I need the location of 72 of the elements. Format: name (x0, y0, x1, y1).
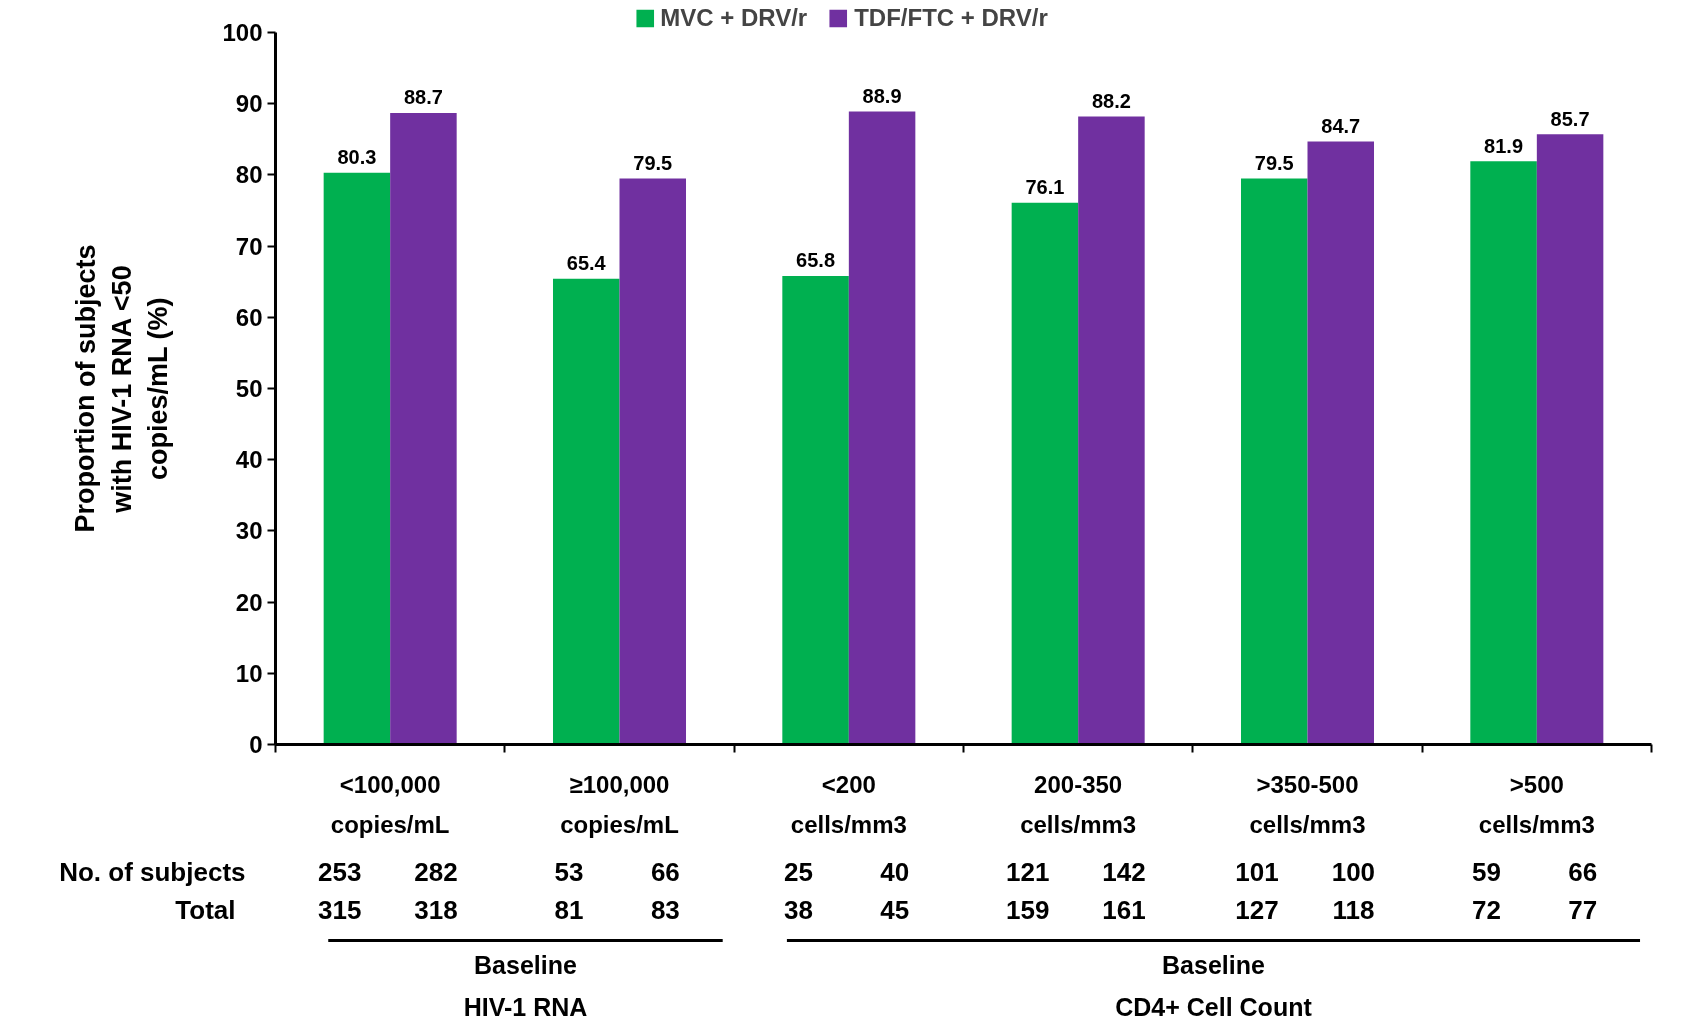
bar (1470, 161, 1537, 745)
x-tick-label: ≥100,000 copies/mL (560, 770, 679, 839)
bar (1078, 116, 1145, 745)
text: 161 (1102, 894, 1146, 925)
text: 253 (318, 856, 362, 887)
y-tick-label: 80 (235, 161, 263, 189)
data-label: 79.5 (633, 151, 673, 174)
text: No. of subjects (59, 856, 246, 887)
text: Baseline CD4+ Cell Count (1115, 950, 1313, 1021)
y-tick-label: 10 (235, 659, 263, 687)
text: 53 (554, 856, 584, 887)
text: 40 (880, 856, 910, 887)
text: 127 (1235, 894, 1279, 925)
data-label: 88.2 (1091, 89, 1131, 112)
bar (1240, 178, 1308, 745)
y-tick-label: 30 (235, 517, 263, 545)
text: 81 (554, 894, 584, 925)
data-label: 85.7 (1550, 107, 1590, 130)
y-tick-label: 90 (235, 90, 263, 118)
data-label: 80.3 (337, 146, 377, 169)
text: 118 (1332, 894, 1375, 925)
data-label: 81.9 (1484, 134, 1524, 157)
y-tick-label: 0 (249, 731, 263, 758)
x-tick-label: >350-500 cells/mm3 (1249, 770, 1366, 839)
y-tick-label: 40 (235, 446, 263, 474)
bar (1307, 141, 1375, 745)
data-label: 79.5 (1254, 151, 1294, 174)
text: 142 (1102, 856, 1146, 887)
bar (619, 178, 687, 745)
bar (390, 112, 457, 745)
x-tick-label: >500 cells/mm3 (1478, 770, 1595, 839)
x-tick-label: 200-350 cells/mm3 (1020, 770, 1137, 839)
x-tick-label: <100,000 copies/mL (330, 770, 450, 839)
bar (1011, 202, 1079, 745)
text: 282 (414, 856, 458, 887)
y-tick-label: 50 (235, 375, 263, 402)
text: 77 (1568, 894, 1598, 925)
legend-label: TDF/FTC + DRV/r (854, 4, 1048, 32)
text: 121 (1006, 856, 1050, 887)
text: 72 (1471, 894, 1501, 925)
data-label: 65.4 (566, 252, 607, 275)
text: 38 (783, 894, 813, 925)
text: 101 (1235, 856, 1279, 887)
text: 25 (783, 856, 813, 887)
y-tick-label: 70 (235, 232, 263, 260)
legend-label: MVC + DRV/r (660, 4, 808, 32)
y-axis-title: Proportion of subjects with HIV-1 RNA <50 copies/mL (%) (70, 244, 173, 533)
text: 66 (1568, 856, 1598, 887)
bar (1536, 134, 1604, 745)
bar (848, 111, 916, 745)
text: 100 (1331, 856, 1376, 887)
data-label: 88.7 (403, 86, 443, 109)
bar (782, 276, 849, 745)
text: 45 (880, 894, 910, 925)
y-tick-label: 100 (222, 19, 263, 46)
y-tick-label: 60 (235, 303, 263, 331)
x-tick-label: <200 cells/mm3 (790, 770, 907, 839)
data-label: 65.8 (796, 249, 836, 272)
data-label: 84.7 (1321, 114, 1361, 137)
text: 66 (650, 856, 680, 887)
text: 318 (414, 894, 458, 925)
text: 83 (650, 894, 680, 925)
text: Baseline HIV-1 RNA (463, 950, 588, 1021)
text: Total (175, 894, 236, 925)
bar (323, 172, 391, 745)
text: 159 (1006, 894, 1050, 925)
y-tick-label: 20 (235, 588, 263, 616)
data-label: 76.1 (1025, 176, 1065, 199)
text: 315 (318, 894, 362, 925)
data-label: 88.9 (862, 84, 902, 107)
bar (552, 278, 620, 745)
text: 59 (1471, 856, 1501, 887)
